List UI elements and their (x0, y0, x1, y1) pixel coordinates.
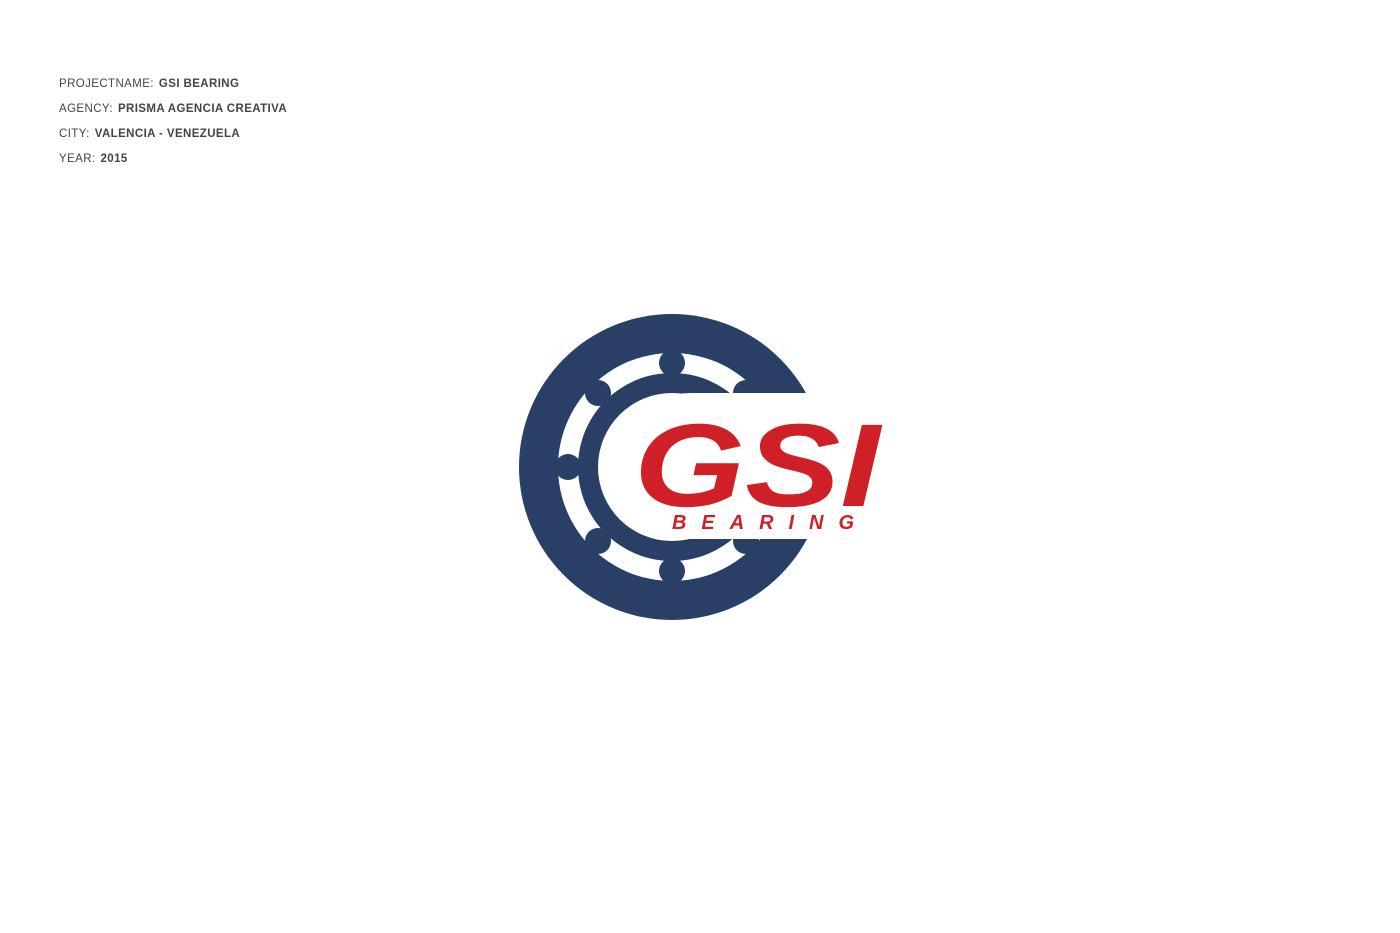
agency-row: AGENCY: PRISMA AGENCIA CREATIVA (59, 101, 287, 126)
bearing-ball (555, 454, 581, 480)
project-name-row: PROJECTNAME: GSI BEARING (59, 76, 287, 101)
year-row: YEAR: 2015 (59, 151, 287, 176)
wordmark-gsi: GSI (634, 400, 883, 532)
project-info: PROJECTNAME: GSI BEARING AGENCY: PRISMA AG… (59, 76, 287, 176)
wordmark-panel-right (700, 393, 900, 539)
agency-label: AGENCY: (59, 103, 113, 115)
bearing-ball (585, 380, 611, 406)
project-name-value: GSI BEARING (158, 78, 240, 90)
city-row: CITY: VALENCIA - VENEZUELA (59, 126, 287, 151)
year-label: YEAR: (59, 153, 96, 165)
bearing-ball (659, 558, 685, 584)
city-value: VALENCIA - VENEZUELA (94, 128, 241, 140)
bearing-ball (659, 350, 685, 376)
city-label: CITY: (59, 128, 90, 140)
bearing-ball (585, 528, 611, 554)
agency-value: PRISMA AGENCIA CREATIVA (117, 103, 288, 115)
project-name-label: PROJECTNAME: (59, 78, 154, 90)
year-value: 2015 (100, 153, 128, 165)
wordmark-bearing: BEARING (672, 512, 864, 534)
